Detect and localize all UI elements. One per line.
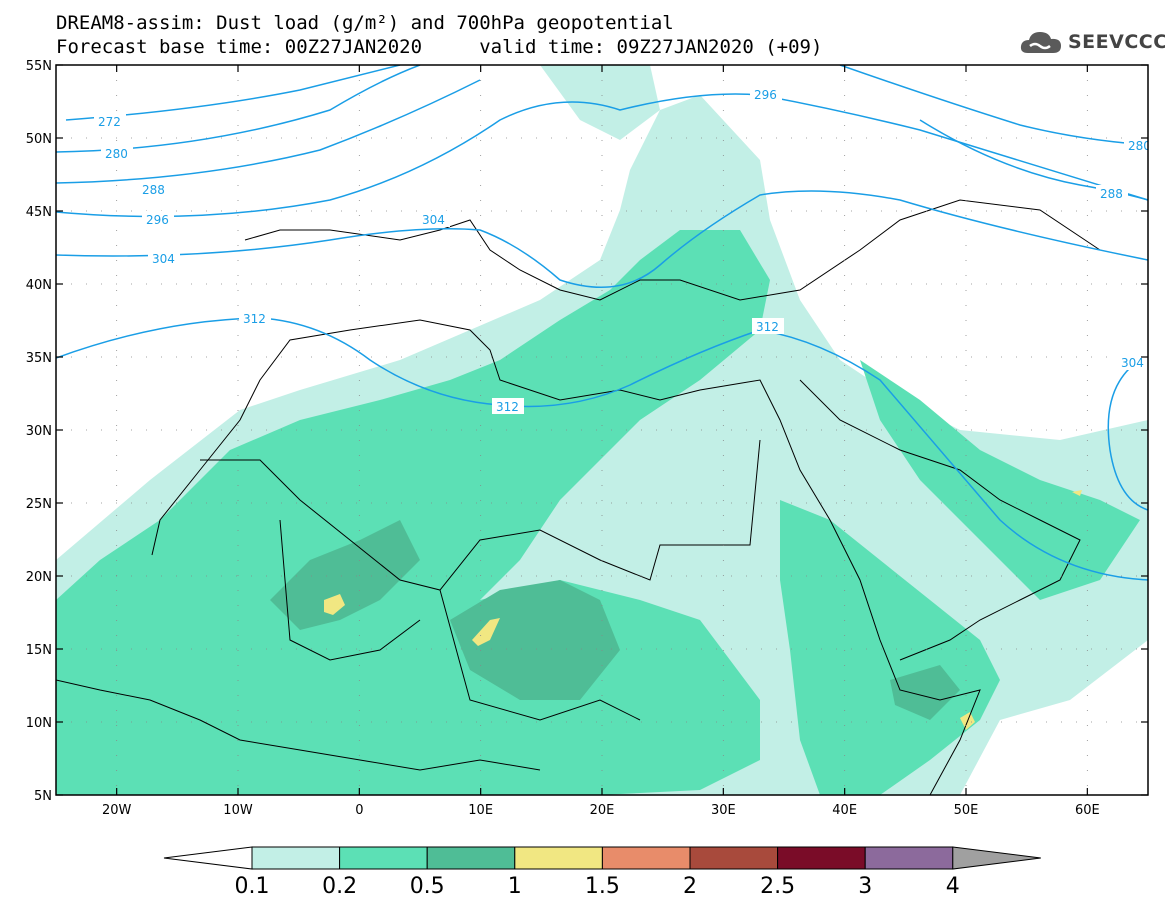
lat-tick-label: 15N xyxy=(26,643,52,658)
colorbar-swatch xyxy=(514,846,603,870)
dust-band-1-niger xyxy=(472,618,500,646)
dust-band-1-oman xyxy=(1072,490,1082,496)
contour-312-west xyxy=(56,317,1148,581)
colorbar-swatch xyxy=(777,846,866,870)
dust-band-0-5-chad xyxy=(450,580,620,700)
cloud-icon xyxy=(1020,32,1061,53)
country-borders-sahara xyxy=(200,439,761,591)
colorbar-swatch xyxy=(864,846,954,870)
contour-label: 288 xyxy=(142,183,165,197)
contour-label: 304 xyxy=(422,213,445,227)
lon-tick-label: 0 xyxy=(355,803,363,818)
dust-band-1-mali xyxy=(324,594,345,615)
lat-tick-label: 10N xyxy=(26,716,52,731)
west-africa-coastline xyxy=(56,679,541,771)
contour-label: 312 xyxy=(756,320,779,334)
lat-tick-label: 55N xyxy=(26,59,52,74)
contour-296-west xyxy=(56,93,1148,218)
colorbar-label: 2.5 xyxy=(760,874,795,899)
lat-tick-label: 30N xyxy=(26,424,52,439)
lon-tick-label: 20E xyxy=(590,803,615,818)
lat-tick-label: 25N xyxy=(26,497,52,512)
lon-tick-label: 10W xyxy=(223,803,253,818)
contour-272 xyxy=(65,65,401,121)
lat-tick-label: 45N xyxy=(26,205,52,220)
lon-tick-label: 30E xyxy=(711,803,736,818)
country-borders-sahel xyxy=(279,519,641,721)
dust-shading xyxy=(56,65,1148,795)
contour-label: 280 xyxy=(1128,139,1151,153)
dust-band-0-5-mali xyxy=(270,520,420,630)
colorbar-label: 2 xyxy=(683,874,697,899)
colorbar-label: 0.1 xyxy=(235,874,270,899)
colorbar-swatch xyxy=(339,846,428,870)
lon-tick-label: 20W xyxy=(102,803,132,818)
seevccc-logo: SEEVCCC xyxy=(1018,26,1165,58)
dust-band-0-1-north xyxy=(540,65,660,140)
lat-tick-label: 20N xyxy=(26,570,52,585)
lon-tick-label: 50E xyxy=(954,803,979,818)
colorbar-swatch xyxy=(601,846,691,870)
colorbar-label: 4 xyxy=(946,874,960,899)
africa-coastline xyxy=(151,319,981,795)
colorbar: 0.1 0.2 0.5 1 1.5 2 2.5 3 4 xyxy=(163,846,1041,899)
logo-text: SEEVCCC xyxy=(1068,31,1165,53)
coastlines xyxy=(56,199,1101,795)
lat-tick-label: 50N xyxy=(26,132,52,147)
map-title-line1: DREAM8-assim: Dust load (g/m²) and 700hP… xyxy=(56,12,674,34)
contour-label: 304 xyxy=(1121,356,1144,370)
contour-288 xyxy=(56,79,481,184)
lat-tick-label: 5N xyxy=(34,789,52,804)
colorbar-under-triangle xyxy=(163,846,253,870)
geopotential-contours xyxy=(56,65,1148,581)
contour-label: 312 xyxy=(496,400,519,414)
colorbar-label: 0.5 xyxy=(410,874,445,899)
contour-label: 288 xyxy=(1100,187,1123,201)
contour-label: 304 xyxy=(152,252,175,266)
contour-label: 296 xyxy=(146,213,169,227)
contour-304-east xyxy=(1107,354,1148,511)
contour-280-east xyxy=(839,65,1148,146)
lon-tick-label: 60E xyxy=(1075,803,1100,818)
lat-tick-label: 40N xyxy=(26,278,52,293)
contour-label-group: 272 280 288 296 304 312 296 304 312 312 … xyxy=(94,86,1151,414)
dust-band-0-5-horn xyxy=(890,665,960,720)
contour-label: 296 xyxy=(754,88,777,102)
colorbar-label: 3 xyxy=(858,874,872,899)
lon-tick-label: 40E xyxy=(832,803,857,818)
contour-label: 272 xyxy=(98,115,121,129)
contour-label: 312 xyxy=(243,312,266,326)
map-axes: 20W 10W 0 10E 20E 30E 40E 50E 60E 55N 50N 45N 40N 35N… xyxy=(26,59,1148,818)
contour-304-west xyxy=(56,190,1148,289)
dust-band-0-2-arabia xyxy=(780,500,1000,795)
colorbar-swatch xyxy=(689,846,779,870)
europe-coastline xyxy=(244,199,1101,301)
map-title-line2: Forecast base time: 00Z27JAN2020 valid t… xyxy=(56,36,823,58)
arabia-coastline xyxy=(799,379,1081,661)
colorbar-swatch xyxy=(426,846,516,870)
colorbar-label: 1.5 xyxy=(585,874,620,899)
contour-label: 280 xyxy=(105,147,128,161)
colorbar-over-triangle xyxy=(952,846,1041,870)
dust-band-0-2-gulf xyxy=(860,360,1140,600)
colorbar-swatch xyxy=(251,846,341,870)
colorbar-label: 0.2 xyxy=(322,874,357,899)
lat-tick-label: 35N xyxy=(26,351,52,366)
lon-tick-label: 10E xyxy=(468,803,493,818)
colorbar-label: 1 xyxy=(508,874,522,899)
